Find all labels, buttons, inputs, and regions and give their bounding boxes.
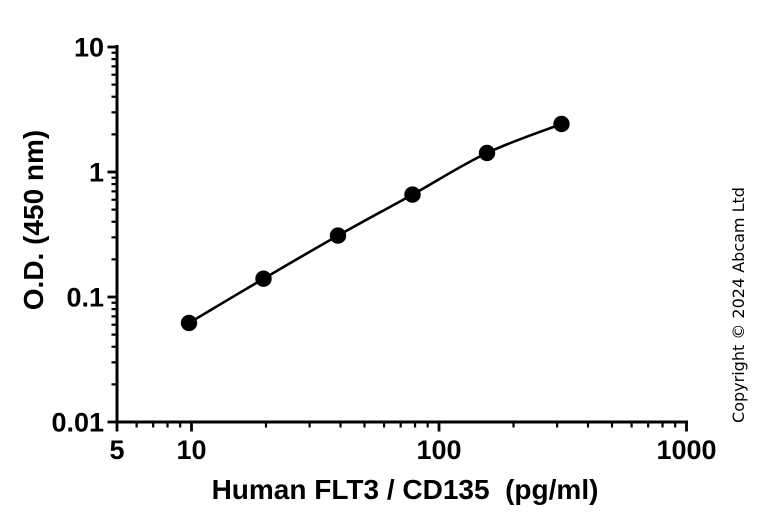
data-point [478, 144, 496, 162]
y-tick-label: 1 [89, 158, 104, 188]
x-axis-title: Human FLT3 / CD135 (pg/ml) [211, 474, 599, 505]
data-point [404, 186, 421, 203]
data-point [329, 227, 347, 244]
y-tick-label: 0.1 [66, 283, 104, 313]
x-tick-label: 1000 [656, 435, 716, 465]
data-point [180, 314, 198, 332]
x-tick-label: 5 [109, 435, 124, 465]
x-tick-label: 100 [416, 435, 461, 465]
data-point [255, 270, 272, 287]
copyright-text: Copyright © 2024 Abcam Ltd [729, 187, 748, 423]
curve-line [188, 122, 562, 325]
y-axis-title: O.D. (450 nm) [18, 129, 49, 311]
data-point [553, 115, 570, 133]
y-tick-label: 10 [74, 33, 104, 63]
y-tick-label: 0.01 [51, 408, 104, 438]
x-tick-label: 10 [176, 435, 206, 465]
